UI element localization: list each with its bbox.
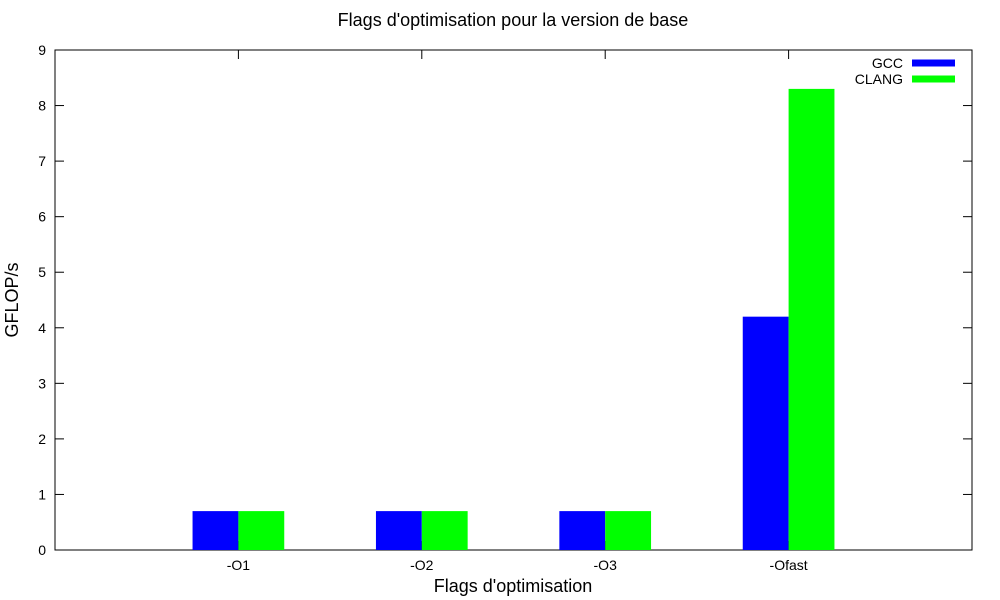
x-tick-label: -Ofast: [770, 557, 808, 573]
y-axis: 0 1 2 3 4 5 6 7 8 9: [38, 42, 972, 558]
legend-swatch-gcc: [912, 59, 955, 67]
y-tick-label: 5: [38, 264, 46, 280]
x-tick-label: -O3: [594, 557, 618, 573]
y-axis-title: GFLOP/s: [2, 262, 22, 337]
y-tick-label: 4: [38, 320, 46, 336]
y-tick-label: 6: [38, 209, 46, 225]
y-tick-label: 0: [38, 542, 46, 558]
legend-label-gcc: GCC: [872, 55, 903, 71]
bar-clang-ofast: [788, 88, 835, 550]
chart-title: Flags d'optimisation pour la version de …: [338, 10, 689, 30]
legend-label-clang: CLANG: [855, 71, 903, 87]
bar-gcc-o1: [192, 511, 239, 550]
bars: [192, 88, 835, 550]
bar-clang-o2: [421, 511, 468, 550]
bar-clang-o3: [605, 511, 652, 550]
bar-gcc-ofast: [742, 316, 789, 550]
y-tick-label: 3: [38, 375, 46, 391]
y-tick-label: 1: [38, 486, 46, 502]
x-tick-label: -O1: [227, 557, 251, 573]
y-tick-label: 8: [38, 98, 46, 114]
x-tick-label: -O2: [410, 557, 434, 573]
bar-gcc-o2: [375, 511, 422, 550]
y-tick-label: 7: [38, 153, 46, 169]
x-axis: -O1 -O2 -O3 -Ofast: [227, 50, 808, 573]
bar-clang-o1: [238, 511, 285, 550]
x-axis-title: Flags d'optimisation: [434, 576, 593, 596]
y-tick-label: 2: [38, 431, 46, 447]
bar-gcc-o3: [559, 511, 606, 550]
legend-swatch-clang: [912, 75, 955, 83]
plot-frame: [54, 49, 973, 551]
y-tick-label: 9: [38, 42, 46, 58]
